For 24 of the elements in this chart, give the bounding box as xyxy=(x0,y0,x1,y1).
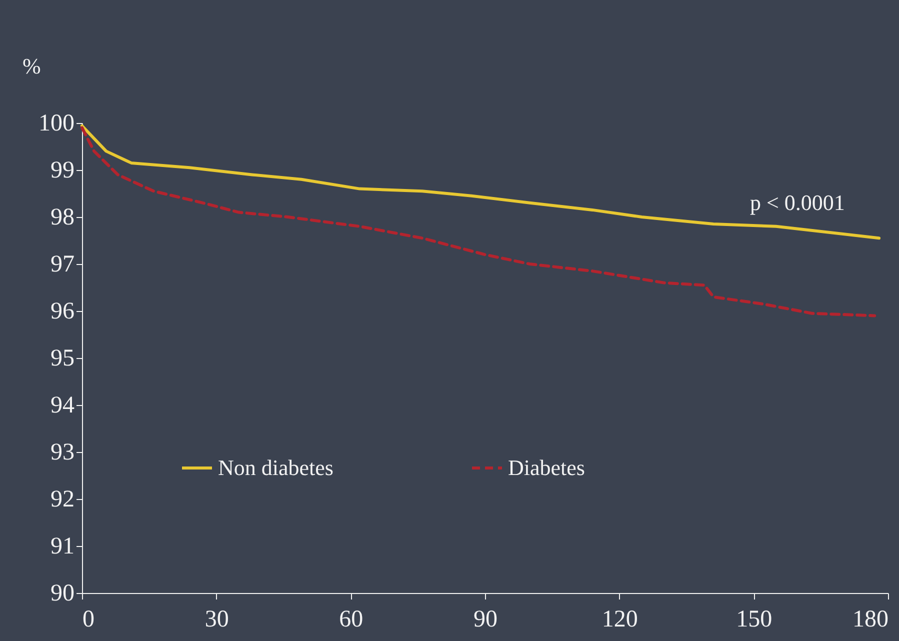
x-tick-label: 90 xyxy=(474,606,498,632)
y-tick-label: 93 xyxy=(50,440,74,466)
y-tick-label: 100 xyxy=(38,110,74,136)
y-tick-label: 98 xyxy=(50,204,74,230)
x-tick-label: 150 xyxy=(736,606,772,632)
line-series xyxy=(80,124,881,240)
y-tick-label: 95 xyxy=(50,346,74,372)
y-tick-label: 97 xyxy=(50,252,74,278)
x-tick-label: 180 xyxy=(852,606,888,632)
y-tick-label: 96 xyxy=(50,298,74,324)
y-tick-label: 91 xyxy=(50,534,74,560)
y-tick-label: 99 xyxy=(50,158,74,184)
y-tick-label: 94 xyxy=(50,392,74,418)
legend-label: Diabetes xyxy=(508,455,585,480)
x-tick-label: 120 xyxy=(602,606,638,632)
y-tick-label: 90 xyxy=(50,580,74,606)
legend-label: Non diabetes xyxy=(218,455,334,480)
line-series xyxy=(80,126,876,318)
x-tick-label: 0 xyxy=(82,606,94,632)
y-axis-title: % xyxy=(22,54,41,78)
annotation: p < 0.0001 xyxy=(750,190,845,215)
x-tick-label: 60 xyxy=(339,606,364,632)
x-tick-label: 30 xyxy=(204,606,229,632)
y-tick-label: 92 xyxy=(50,486,74,512)
